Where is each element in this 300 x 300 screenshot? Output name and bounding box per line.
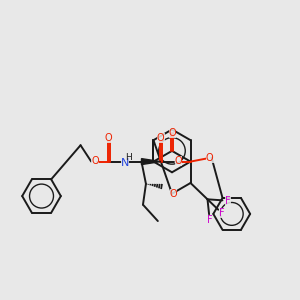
Text: O: O [206, 153, 214, 163]
Text: O: O [170, 189, 177, 199]
Text: O: O [105, 134, 112, 143]
Polygon shape [142, 159, 161, 165]
Text: O: O [169, 128, 176, 138]
Text: O: O [157, 134, 165, 143]
Text: O: O [175, 156, 182, 166]
Text: F: F [219, 208, 225, 218]
Text: F: F [207, 214, 212, 224]
Text: N: N [121, 158, 129, 168]
Text: O: O [91, 156, 99, 166]
Text: H: H [125, 153, 131, 162]
Text: F: F [225, 196, 231, 206]
